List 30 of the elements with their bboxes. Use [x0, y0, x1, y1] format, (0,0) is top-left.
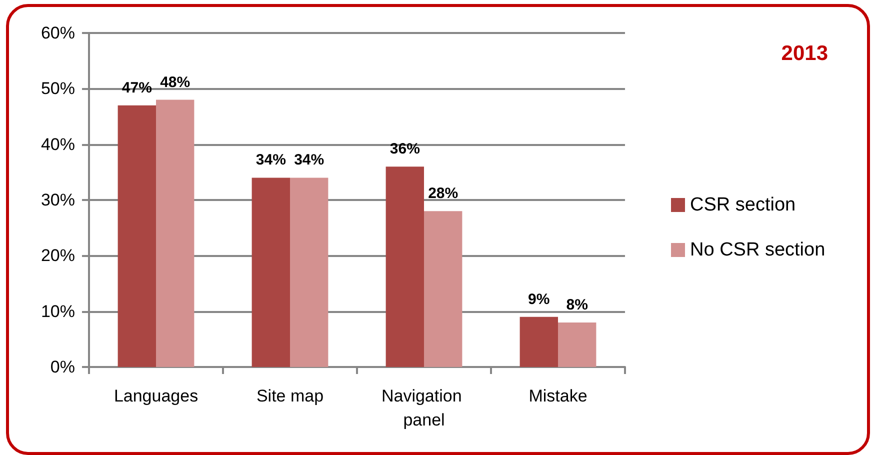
text: 2013: [781, 42, 828, 65]
data-label: 28%: [428, 185, 458, 202]
y-tick-label: 40%: [40, 134, 75, 154]
y-tick-label: 10%: [40, 302, 75, 321]
x-tick-label: Languages: [114, 386, 198, 406]
data-label: 36%: [390, 140, 420, 158]
y-tick-label: 60%: [40, 24, 75, 42]
y-tick-label: 20%: [40, 246, 75, 266]
data-label: 48%: [160, 74, 190, 91]
bar: [520, 316, 558, 367]
bar: [424, 211, 462, 367]
bar: [252, 178, 290, 367]
y-tick-label: 30%: [40, 190, 75, 210]
legend-label: No CSR section: [690, 240, 826, 260]
y-tick-label: 50%: [40, 79, 75, 98]
data-label: 47%: [122, 79, 152, 96]
legend-label: CSR section: [690, 194, 796, 216]
y-tick-label: 0%: [50, 358, 75, 376]
data-label: 34%: [294, 152, 324, 169]
data-label: 9%: [528, 290, 550, 308]
bar: [558, 322, 596, 367]
bar: [386, 166, 424, 367]
bar: [290, 178, 328, 367]
bar: [156, 100, 194, 367]
bar: [118, 105, 156, 367]
x-tick-label: Navigation panel: [381, 386, 467, 430]
data-label: 8%: [566, 296, 588, 314]
x-tick-label: Site map: [256, 386, 324, 406]
data-label: 34%: [256, 152, 286, 169]
x-tick-label: Mistake: [528, 386, 588, 406]
